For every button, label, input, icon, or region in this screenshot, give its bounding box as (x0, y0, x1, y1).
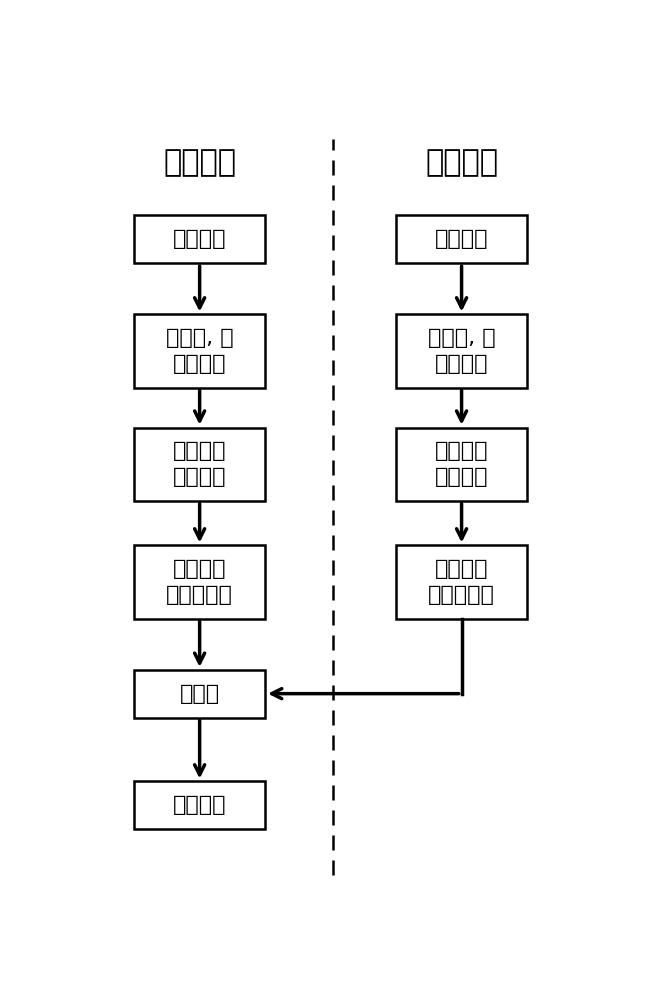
Bar (396, 428, 527, 501)
Bar (134, 314, 265, 388)
Text: 时域回波: 时域回波 (173, 229, 226, 249)
Bar (134, 545, 265, 619)
Text: 取幅值, 求
峰值函数: 取幅值, 求 峰值函数 (428, 328, 495, 374)
Text: 实现分类: 实现分类 (173, 795, 226, 815)
Bar (134, 215, 265, 263)
Text: 提取相关
时域特征: 提取相关 时域特征 (435, 441, 488, 487)
Bar (396, 314, 527, 388)
Text: 取幅值, 求
峰值函数: 取幅值, 求 峰值函数 (166, 328, 233, 374)
Text: 训练阶段: 训练阶段 (163, 148, 236, 177)
Bar (134, 428, 265, 501)
Text: 提取相关
时域特征: 提取相关 时域特征 (173, 441, 226, 487)
Bar (134, 670, 265, 718)
Text: 测试阶段: 测试阶段 (425, 148, 498, 177)
Text: 特征向量
归一化处理: 特征向量 归一化处理 (166, 559, 233, 605)
Text: 分类器: 分类器 (179, 684, 220, 704)
Text: 特征向量
归一化处理: 特征向量 归一化处理 (428, 559, 495, 605)
Bar (396, 545, 527, 619)
Text: 时域回波: 时域回波 (435, 229, 488, 249)
Bar (396, 215, 527, 263)
Bar (134, 781, 265, 829)
